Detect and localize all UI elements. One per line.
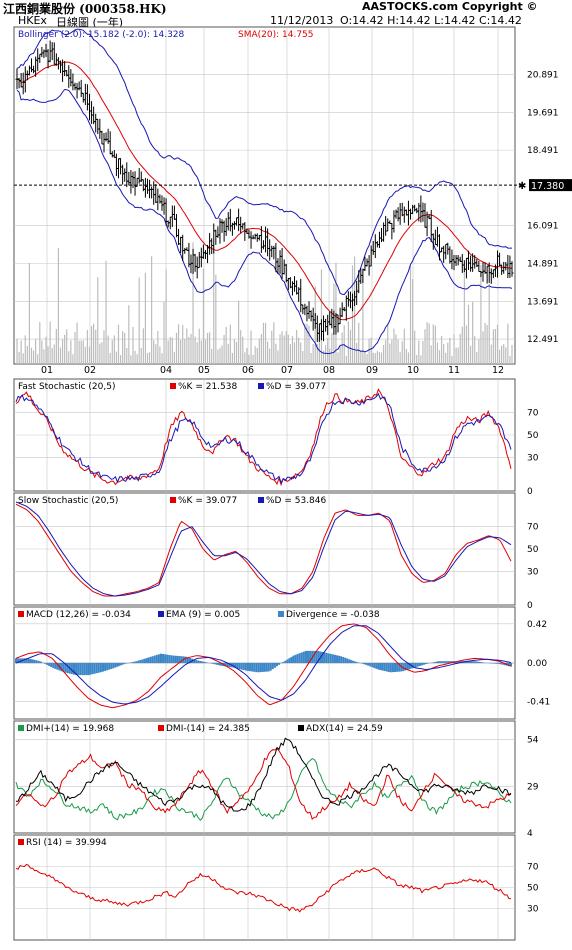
month-label: 01 bbox=[41, 365, 53, 376]
month-label: 12 bbox=[492, 365, 504, 376]
price-ytick-label: 20.891 bbox=[527, 71, 559, 81]
legend-item: %D = 53.846 bbox=[266, 496, 327, 506]
indicator-ytick-label: 0 bbox=[527, 601, 533, 611]
legend-item-swatch bbox=[158, 611, 164, 617]
legend-item: %K = 21.538 bbox=[178, 382, 237, 392]
legend-item: DMI-(14) = 24.385 bbox=[166, 724, 250, 734]
indicator-ytick-label: 50 bbox=[527, 545, 539, 555]
legend-item-swatch bbox=[258, 497, 264, 503]
legend-item: EMA (9) = 0.005 bbox=[166, 610, 240, 620]
legend-item-swatch bbox=[18, 725, 24, 731]
month-label: 04 bbox=[160, 365, 172, 376]
series-line-4-0 bbox=[15, 758, 512, 821]
indicator-ytick-label: 70 bbox=[527, 409, 539, 419]
series-line-2-1 bbox=[15, 501, 512, 597]
series-line-4-2 bbox=[16, 737, 512, 812]
reference-label-box bbox=[529, 179, 572, 192]
indicator-ytick-label: 30 bbox=[527, 453, 539, 463]
indicator-ytick-label: 50 bbox=[527, 431, 539, 441]
panel-frame-0 bbox=[13, 26, 516, 365]
series-line-1-1 bbox=[15, 392, 512, 484]
series-line-3-1 bbox=[15, 625, 512, 705]
indicator-ytick-label: 0.00 bbox=[527, 659, 547, 669]
panel-title: Fast Stochastic (20,5) bbox=[18, 382, 115, 392]
price-ytick-label: 12.491 bbox=[527, 335, 559, 345]
legend-item: MACD (12,26) = -0.034 bbox=[26, 610, 131, 620]
panel-frame-4 bbox=[13, 720, 516, 834]
legend-item-swatch bbox=[258, 383, 264, 389]
price-ytick-label: 19.691 bbox=[527, 108, 559, 118]
indicator-ytick-label: -0.41 bbox=[527, 697, 550, 707]
legend-bollinger: Bollinger (2.0): 15.182 (-2.0): 14.328 bbox=[18, 30, 185, 40]
copyright-text: AASTOCKS.com Copyright © bbox=[362, 0, 538, 13]
month-label: 06 bbox=[242, 365, 254, 376]
stock-title: 江西銅業股份 (000358.HK) bbox=[3, 2, 167, 16]
legend-item: ADX(14) = 24.59 bbox=[306, 724, 383, 734]
legend-item: %K = 39.077 bbox=[178, 496, 237, 506]
legend-item: %D = 39.077 bbox=[266, 382, 326, 392]
price-ytick-label: 14.891 bbox=[527, 259, 559, 269]
exchange-label: HKEx bbox=[18, 14, 47, 27]
month-label: 11 bbox=[448, 365, 460, 376]
series-line-2-0 bbox=[15, 503, 512, 597]
month-label: 10 bbox=[407, 365, 419, 376]
legend-item-swatch bbox=[18, 839, 24, 845]
legend-item: Divergence = -0.038 bbox=[286, 610, 380, 620]
indicator-ytick-label: 50 bbox=[527, 884, 539, 894]
reference-label: 17.380 bbox=[531, 181, 564, 192]
legend-item-swatch bbox=[298, 725, 304, 731]
bollinger-upper-line bbox=[16, 28, 512, 296]
indicator-ytick-label: 29 bbox=[527, 782, 539, 792]
legend-item-swatch bbox=[170, 497, 176, 503]
ohlc-label: O:14.42 H:14.42 L:14.42 C:14.42 bbox=[340, 14, 522, 27]
series-line-5-0 bbox=[15, 863, 512, 913]
legend-item: DMI+(14) = 19.968 bbox=[26, 724, 114, 734]
price-ytick-label: 16.091 bbox=[527, 222, 559, 232]
indicator-ytick-label: 0 bbox=[527, 487, 533, 497]
legend-sma: SMA(20): 14.755 bbox=[238, 30, 314, 40]
month-label: 09 bbox=[366, 365, 378, 376]
legend-item-swatch bbox=[18, 611, 24, 617]
legend-item: RSI (14) = 39.994 bbox=[26, 838, 107, 848]
indicator-ytick-label: 70 bbox=[527, 523, 539, 533]
indicator-ytick-label: 4 bbox=[527, 829, 533, 839]
bollinger-lower-line bbox=[16, 88, 513, 355]
indicator-ytick-label: 70 bbox=[527, 863, 539, 873]
legend-item-swatch bbox=[170, 383, 176, 389]
indicator-ytick-label: 30 bbox=[527, 567, 539, 577]
price-ytick-label: 13.691 bbox=[527, 297, 559, 307]
indicator-ytick-label: 54 bbox=[527, 736, 539, 746]
legend-item-swatch bbox=[278, 611, 284, 617]
month-label: 02 bbox=[84, 365, 96, 376]
indicator-ytick-label: 30 bbox=[527, 905, 539, 915]
month-label: 07 bbox=[281, 365, 293, 376]
date-label: 11/12/2013 bbox=[270, 14, 334, 27]
price-ytick-label: 18.491 bbox=[527, 146, 559, 156]
reference-marker: ✱ bbox=[518, 181, 526, 192]
month-label: 05 bbox=[198, 365, 210, 376]
sma20-line bbox=[16, 61, 513, 321]
period-label: 日線圖 (一年) bbox=[56, 16, 124, 29]
series-line-4-1 bbox=[15, 747, 512, 820]
legend-item-swatch bbox=[158, 725, 164, 731]
indicator-ytick-label: 0.42 bbox=[527, 620, 547, 630]
panel-title: Slow Stochastic (20,5) bbox=[18, 496, 118, 506]
month-label: 08 bbox=[323, 365, 335, 376]
